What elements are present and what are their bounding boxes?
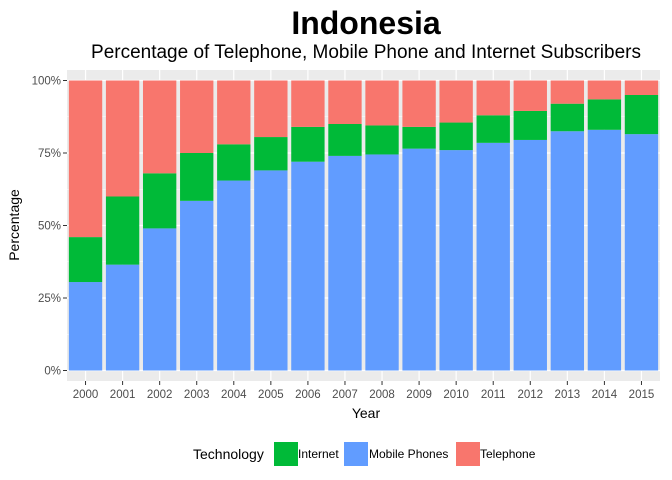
legend-label: Internet bbox=[298, 447, 339, 461]
bar-telephone-2012 bbox=[513, 80, 547, 111]
bar-mobile-phones-2005 bbox=[254, 170, 288, 371]
bar-telephone-2007 bbox=[328, 80, 362, 124]
bar-mobile-phones-2002 bbox=[142, 228, 177, 371]
bar-internet-2009 bbox=[402, 126, 436, 149]
y-tick-label: 100% bbox=[32, 76, 61, 88]
bar-telephone-2014 bbox=[587, 80, 622, 100]
bar-internet-2005 bbox=[254, 137, 288, 171]
x-tick-label: 2008 bbox=[369, 389, 395, 401]
bar-telephone-2005 bbox=[254, 80, 288, 138]
bar-mobile-phones-2014 bbox=[587, 129, 622, 371]
bar-telephone-2015 bbox=[624, 80, 659, 95]
bar-internet-2012 bbox=[513, 110, 547, 140]
legend-label: Mobile Phones bbox=[369, 447, 448, 461]
bar-telephone-2004 bbox=[217, 80, 251, 145]
bar-internet-2011 bbox=[476, 115, 510, 143]
bar-telephone-2008 bbox=[365, 80, 399, 126]
bars bbox=[68, 80, 659, 371]
bar-mobile-phones-2015 bbox=[624, 134, 659, 371]
legend: Technology Internet Mobile Phones Telephon… bbox=[193, 442, 536, 466]
x-tick-label: 2002 bbox=[147, 389, 173, 401]
bar-telephone-2010 bbox=[439, 80, 473, 123]
bar-internet-2015 bbox=[624, 95, 659, 135]
bar-mobile-phones-2004 bbox=[217, 180, 251, 371]
bar-telephone-2002 bbox=[142, 80, 177, 174]
x-tick-label: 2003 bbox=[184, 389, 210, 401]
legend-key-internet bbox=[274, 442, 298, 466]
y-tick-label: 0% bbox=[44, 366, 61, 378]
bar-internet-2006 bbox=[291, 126, 325, 162]
x-tick-label: 2005 bbox=[258, 389, 284, 401]
bar-telephone-2003 bbox=[180, 80, 214, 153]
bar-internet-2003 bbox=[180, 153, 214, 201]
bar-mobile-phones-2001 bbox=[105, 264, 140, 371]
bar-telephone-2000 bbox=[68, 80, 103, 238]
bar-mobile-phones-2009 bbox=[402, 148, 436, 371]
bar-mobile-phones-2008 bbox=[365, 154, 399, 371]
bar-internet-2008 bbox=[365, 125, 399, 155]
x-tick-label: 2007 bbox=[332, 389, 358, 401]
x-tick-label: 2013 bbox=[555, 389, 581, 401]
x-tick-label: 2010 bbox=[443, 389, 469, 401]
y-tick-label: 75% bbox=[38, 148, 61, 160]
bar-mobile-phones-2010 bbox=[439, 150, 473, 371]
bar-mobile-phones-2012 bbox=[513, 139, 547, 371]
bar-mobile-phones-2011 bbox=[476, 142, 510, 371]
chart-subtitle: Percentage of Telephone, Mobile Phone an… bbox=[91, 42, 641, 63]
bar-mobile-phones-2006 bbox=[291, 161, 325, 371]
x-tick-label: 2001 bbox=[110, 389, 136, 401]
bar-internet-2001 bbox=[105, 196, 140, 265]
y-tick-label: 50% bbox=[38, 221, 61, 233]
x-tick-label: 2012 bbox=[517, 389, 543, 401]
bar-internet-2000 bbox=[68, 237, 103, 283]
bar-internet-2013 bbox=[550, 103, 585, 132]
x-tick-label: 2014 bbox=[592, 389, 618, 401]
bar-telephone-2013 bbox=[550, 80, 585, 104]
bar-internet-2004 bbox=[217, 144, 251, 181]
x-tick-label: 2004 bbox=[221, 389, 247, 401]
legend-title: Technology bbox=[193, 446, 264, 462]
bar-internet-2002 bbox=[142, 173, 177, 229]
chart-title: Indonesia bbox=[291, 5, 441, 41]
x-axis-title: Year bbox=[352, 405, 381, 421]
bar-mobile-phones-2013 bbox=[550, 131, 585, 371]
x-tick-label: 2000 bbox=[73, 389, 99, 401]
x-axis: 2000 2001 2002 2003 2004 2005 2006 2007 2008 2009… bbox=[73, 381, 655, 401]
bar-telephone-2009 bbox=[402, 80, 436, 127]
bar-mobile-phones-2000 bbox=[68, 282, 103, 371]
bar-telephone-2011 bbox=[476, 80, 510, 116]
legend-key-telephone bbox=[456, 442, 480, 466]
x-tick-label: 2011 bbox=[481, 389, 506, 401]
bar-internet-2014 bbox=[587, 99, 622, 130]
bar-mobile-phones-2007 bbox=[328, 155, 362, 371]
legend-label: Telephone bbox=[480, 447, 536, 461]
y-axis: 0% 25% 50% 75% 100% bbox=[32, 76, 67, 378]
bar-mobile-phones-2003 bbox=[180, 200, 214, 371]
y-axis-title: Percentage bbox=[6, 189, 22, 261]
bar-internet-2007 bbox=[328, 124, 362, 156]
x-tick-label: 2015 bbox=[629, 389, 655, 401]
bar-telephone-2001 bbox=[105, 80, 140, 197]
x-tick-label: 2009 bbox=[406, 389, 432, 401]
bar-internet-2010 bbox=[439, 122, 473, 151]
bar-telephone-2006 bbox=[291, 80, 325, 127]
y-tick-label: 25% bbox=[38, 293, 61, 305]
x-tick-label: 2006 bbox=[295, 389, 321, 401]
legend-key-mobile-phones bbox=[344, 442, 368, 466]
